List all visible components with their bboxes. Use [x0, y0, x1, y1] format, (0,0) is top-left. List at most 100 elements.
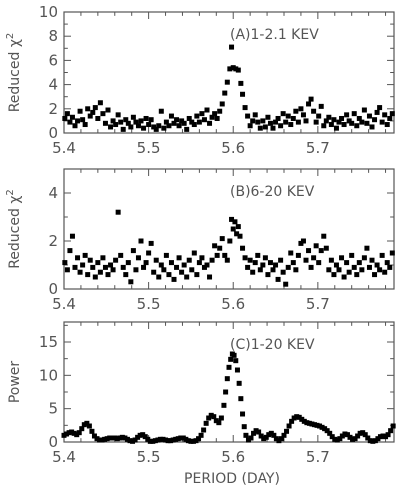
- data-point: [191, 122, 197, 128]
- data-point: [349, 120, 355, 126]
- data-point: [157, 436, 163, 442]
- data-point: [62, 115, 68, 121]
- panel-c: 5.4 5.5 5.6 5.7 0 5 10 15 Power (C)1-20 KEV: [7, 321, 396, 466]
- data-point: [245, 264, 251, 270]
- data-point: [329, 434, 335, 440]
- data-point: [377, 267, 383, 273]
- data-point: [110, 118, 116, 124]
- data-point: [247, 257, 253, 263]
- data-point: [89, 428, 95, 434]
- data-point: [95, 260, 101, 266]
- data-point: [99, 437, 105, 443]
- data-point: [260, 118, 266, 124]
- data-point: [97, 437, 103, 443]
- data-point: [156, 274, 162, 280]
- data-point: [166, 272, 172, 278]
- data-point: [180, 435, 186, 441]
- data-point: [283, 281, 289, 287]
- data-point: [252, 260, 258, 266]
- data-point: [350, 436, 356, 442]
- data-point: [379, 252, 385, 258]
- data-point: [326, 114, 332, 120]
- data-point: [196, 436, 202, 442]
- data-point: [91, 433, 97, 439]
- data-point: [261, 436, 267, 442]
- data-point: [163, 119, 169, 125]
- y-axis-title-text: Reduced χ: [7, 196, 23, 269]
- x-tick-label: 5.7: [306, 139, 330, 157]
- data-point: [352, 436, 358, 442]
- data-point: [245, 437, 251, 443]
- y-axis-title-text: Reduced χ: [7, 39, 23, 112]
- data-point: [270, 267, 276, 273]
- data-point: [319, 424, 325, 430]
- data-point: [240, 91, 246, 97]
- data-point: [194, 113, 200, 119]
- data-point: [366, 113, 372, 119]
- data-point: [275, 115, 281, 121]
- data-point: [123, 117, 129, 123]
- data-point: [127, 438, 133, 444]
- data-point: [230, 65, 236, 71]
- data-point: [230, 226, 236, 232]
- data-point: [62, 260, 68, 266]
- data-point: [168, 438, 174, 444]
- data-point: [306, 420, 312, 426]
- data-point: [229, 216, 235, 222]
- data-point: [158, 108, 164, 114]
- data-point: [141, 264, 147, 270]
- data-point: [224, 79, 230, 85]
- data-point: [217, 108, 223, 114]
- data-point: [229, 44, 235, 50]
- data-point: [266, 432, 272, 438]
- data-point: [285, 264, 291, 270]
- data-point: [66, 430, 72, 436]
- data-point: [125, 260, 131, 266]
- data-point: [161, 267, 167, 273]
- data-point: [267, 120, 273, 126]
- data-point: [64, 111, 70, 117]
- data-point: [374, 262, 380, 268]
- data-point: [80, 262, 86, 268]
- data-point: [188, 438, 194, 444]
- data-point: [362, 432, 368, 438]
- data-point: [236, 380, 242, 386]
- data-point: [92, 274, 98, 280]
- data-point: [360, 430, 366, 436]
- data-point: [291, 415, 297, 421]
- data-point: [379, 119, 385, 125]
- data-point: [365, 435, 371, 441]
- data-point: [114, 436, 120, 442]
- data-point: [113, 122, 119, 128]
- data-point: [281, 432, 287, 438]
- data-point: [191, 250, 197, 256]
- data-point: [333, 262, 339, 268]
- data-point: [242, 105, 248, 111]
- data-point: [151, 124, 157, 130]
- data-point: [125, 120, 131, 126]
- data-point: [344, 432, 350, 438]
- data-point: [219, 101, 225, 107]
- data-point: [288, 250, 294, 256]
- x-tick-label: 5.7: [306, 295, 330, 313]
- data-point: [109, 435, 115, 441]
- data-point: [332, 436, 338, 442]
- data-point: [327, 430, 333, 436]
- data-point: [137, 432, 143, 438]
- data-point: [130, 248, 136, 254]
- data-point: [339, 115, 345, 121]
- y-tick-label: 6: [48, 51, 58, 69]
- data-point: [71, 430, 77, 436]
- data-point: [95, 115, 101, 121]
- data-point: [245, 113, 251, 119]
- data-point: [207, 274, 213, 280]
- x-tick-label: 5.5: [137, 295, 161, 313]
- data-point: [232, 219, 238, 225]
- y-tick-label: 0: [48, 433, 58, 451]
- data-point: [138, 118, 144, 124]
- data-point: [300, 238, 306, 244]
- data-point: [276, 438, 282, 444]
- data-point: [331, 117, 337, 123]
- y-axis-title: Reduced χ2: [5, 33, 23, 113]
- data-point: [354, 123, 360, 129]
